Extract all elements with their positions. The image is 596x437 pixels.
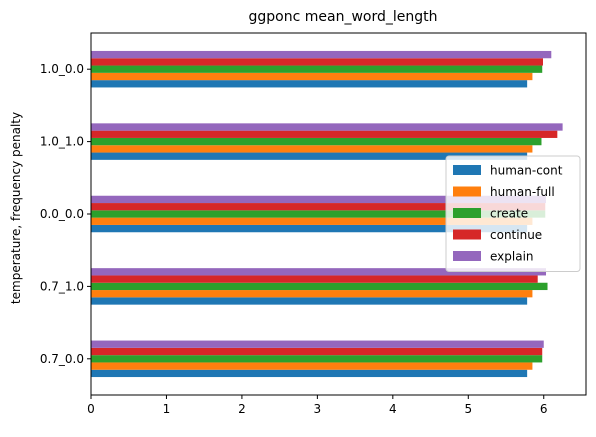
y-tick-label: 0.7_1.0 — [40, 279, 84, 293]
x-tick-label: 5 — [464, 402, 472, 416]
y-tick-label: 1.0_0.0 — [40, 62, 84, 76]
x-tick-label: 6 — [540, 402, 548, 416]
bar-continue-1.0_1.0 — [91, 130, 558, 138]
y-tick-label: 0.0_0.0 — [40, 207, 84, 221]
x-tick-label: 1 — [163, 402, 171, 416]
bar-create-0.7_0.0 — [91, 355, 543, 363]
bar-continue-0.7_1.0 — [91, 275, 538, 283]
x-tick-label: 3 — [314, 402, 322, 416]
bar-explain-0.7_0.0 — [91, 340, 544, 348]
legend-box — [445, 155, 581, 272]
x-tick-label: 0 — [87, 402, 95, 416]
bar-human-full-1.0_0.0 — [91, 72, 533, 81]
bar-human-cont-1.0_0.0 — [91, 80, 528, 88]
x-tick-label: 4 — [389, 402, 397, 416]
bar-human-cont-0.7_1.0 — [91, 297, 528, 305]
legend-label-continue: continue — [490, 228, 542, 242]
legend-label-explain: explain — [490, 250, 534, 264]
chart-title: ggponc mean_word_length — [249, 9, 438, 25]
bar-explain-0.0_0.0 — [91, 195, 547, 204]
bar-create-0.0_0.0 — [91, 210, 546, 218]
legend-swatch-human-cont — [453, 165, 481, 175]
legend: human-cont human-full create continue explai… — [445, 155, 581, 272]
bar-human-full-0.0_0.0 — [91, 217, 533, 225]
bar-continue-1.0_0.0 — [91, 58, 543, 66]
y-tick-label: 1.0_1.0 — [40, 135, 84, 149]
plot-frame — [90, 32, 587, 396]
bar-continue-0.7_0.0 — [91, 347, 543, 356]
bar-create-1.0_1.0 — [91, 137, 542, 146]
bar-human-cont-1.0_1.0 — [91, 152, 528, 160]
legend-swatch-create — [453, 208, 481, 218]
bar-explain-1.0_1.0 — [91, 123, 563, 131]
y-axis-label: temperature, frequency penalty — [9, 112, 23, 304]
legend-label-create: create — [490, 207, 528, 221]
bar-human-full-0.7_0.0 — [91, 362, 533, 370]
bar-explain-1.0_0.0 — [91, 50, 552, 59]
axes-layer: 0.7_0.0 0.7_1.0 0.0_0.0 1.0_1.0 1.0_0.0 0 1 2 3 4… — [40, 32, 587, 416]
y-tick-label: 0.7_0.0 — [40, 352, 84, 366]
legend-label-human-full: human-full — [490, 185, 555, 199]
bar-create-1.0_0.0 — [91, 65, 543, 73]
bar-create-0.7_1.0 — [91, 282, 548, 291]
bar-human-cont-0.7_0.0 — [91, 369, 528, 378]
bar-continue-0.0_0.0 — [91, 203, 546, 211]
bars-layer — [91, 50, 563, 378]
legend-label-human-cont: human-cont — [490, 164, 563, 178]
bar-human-full-1.0_1.0 — [91, 145, 533, 153]
x-tick-label: 2 — [238, 402, 246, 416]
legend-swatch-continue — [453, 229, 481, 240]
bar-human-full-0.7_1.0 — [91, 290, 533, 298]
bar-explain-0.7_1.0 — [91, 268, 547, 276]
bar-human-cont-0.0_0.0 — [91, 224, 528, 233]
legend-swatch-human-full — [453, 186, 481, 197]
legend-swatch-explain — [453, 251, 481, 261]
